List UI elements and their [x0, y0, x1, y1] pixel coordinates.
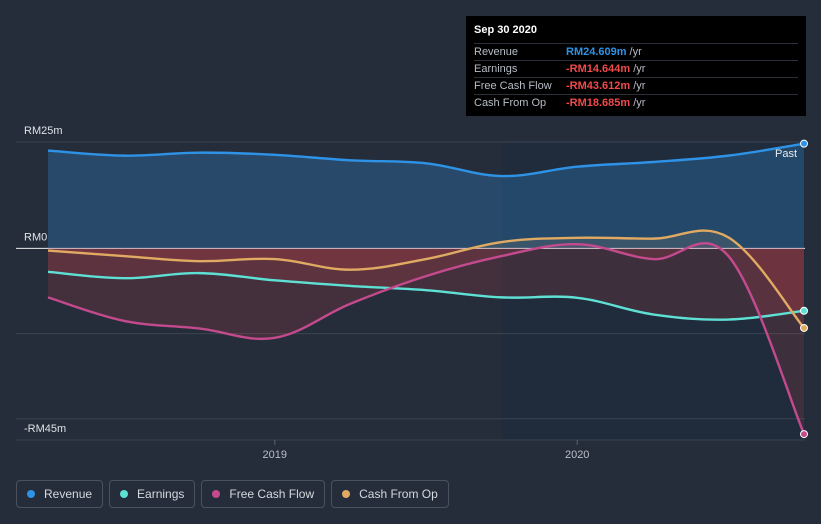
- legend-item-revenue[interactable]: Revenue: [16, 480, 104, 508]
- tooltip-unit: /yr: [629, 46, 642, 58]
- tooltip-value: RM24.609m: [566, 46, 627, 58]
- past-region-shade: [501, 142, 805, 440]
- tooltip-value: -RM14.644m: [566, 63, 631, 75]
- y-axis-label: RM25m: [24, 125, 63, 137]
- tooltip-unit: /yr: [633, 80, 646, 92]
- earnings-area-negative: [48, 248, 804, 320]
- tooltip-unit: /yr: [633, 97, 646, 109]
- tooltip-date: Sep 30 2020: [474, 24, 537, 36]
- y-axis-label: -RM45m: [24, 423, 66, 435]
- legend-dot-icon: [120, 490, 129, 498]
- legend-dot-icon: [27, 490, 35, 498]
- tooltip-label: Free Cash Flow: [474, 80, 552, 92]
- revenue-area-positive: [48, 143, 804, 249]
- tooltip-row-free-cash-flow: Free Cash Flow -RM43.612m/yr: [474, 77, 798, 94]
- legend-item-cash-from-op[interactable]: Cash From Op: [331, 480, 449, 508]
- cash-from-op-area-positive: [470, 230, 743, 249]
- legend-item-earnings[interactable]: Earnings: [109, 480, 196, 508]
- cash-from-op-end-point[interactable]: [800, 323, 808, 332]
- earnings-end-point[interactable]: [800, 306, 808, 315]
- legend-label: Earnings: [137, 487, 185, 501]
- legend-item-free-cash-flow[interactable]: Free Cash Flow: [201, 480, 326, 508]
- legend-label: Cash From Op: [359, 487, 438, 501]
- tooltip-label: Cash From Op: [474, 97, 547, 109]
- tooltip-row-earnings: Earnings -RM14.644m/yr: [474, 60, 798, 77]
- legend-dot-icon: [342, 490, 351, 498]
- tooltip-label: Revenue: [474, 46, 519, 58]
- tooltip-value: -RM18.685m: [566, 97, 631, 109]
- tooltip-label: Earnings: [474, 63, 518, 75]
- revenue-line: [47, 142, 805, 178]
- legend-label: Revenue: [44, 487, 93, 501]
- y-axis-label: RM0: [24, 231, 47, 243]
- free-cash-flow-area-negative: [48, 248, 804, 435]
- x-tick-label: 2020: [565, 449, 589, 461]
- x-tick-label: 2019: [263, 449, 287, 461]
- tooltip-unit: /yr: [633, 63, 646, 75]
- revenue-end-point[interactable]: [800, 139, 808, 148]
- tooltip-panel: Sep 30 2020 Revenue RM24.609m/yr Earnings -…: [466, 16, 806, 116]
- tooltip-row-cash-from-op: Cash From Op -RM18.685m/yr: [474, 94, 798, 111]
- legend-dot-icon: [212, 490, 221, 498]
- tooltip-value: -RM43.612m: [566, 80, 631, 92]
- past-label: Past: [775, 148, 797, 160]
- tooltip-row-revenue: Revenue RM24.609m/yr: [474, 43, 798, 60]
- legend-label: Free Cash Flow: [229, 487, 315, 501]
- free-cash-flow-line: [47, 242, 806, 435]
- free-cash-flow-end-point[interactable]: [800, 430, 808, 439]
- cash-from-op-line: [47, 229, 805, 329]
- chart-legend: Revenue Earnings Free Cash Flow Cash From O…: [16, 480, 449, 508]
- earnings-line: [47, 270, 805, 321]
